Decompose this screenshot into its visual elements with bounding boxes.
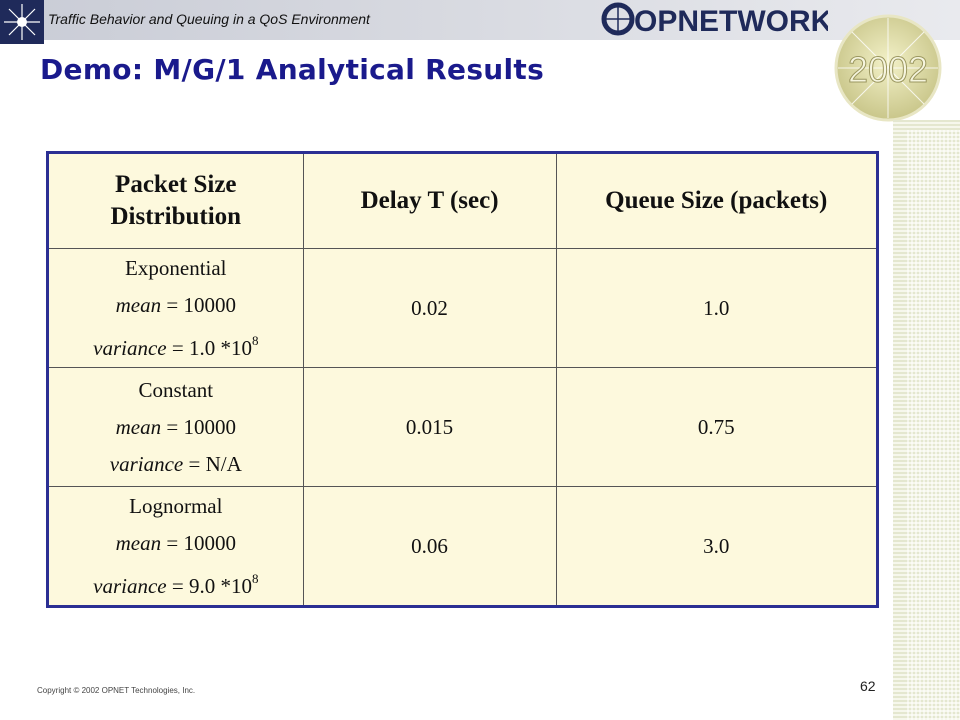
mean-line: mean = 10000 — [49, 287, 303, 324]
results-table: Packet Size Distribution Delay T (sec) Q… — [46, 151, 879, 608]
distribution-name: Constant — [138, 377, 214, 402]
header-packet-size-distribution: Packet Size Distribution — [47, 152, 304, 249]
variance-value: = 9.0 *10 — [171, 573, 252, 598]
variance-exponent: 8 — [251, 570, 259, 586]
opnetwork-logo-text: OPNETWORK — [634, 5, 828, 36]
header-line-2: Distribution — [110, 203, 242, 230]
page-number: 62 — [860, 678, 876, 694]
mean-label: mean — [115, 292, 162, 317]
distribution-cell: Constant mean = 10000 variance = N/A — [47, 367, 304, 487]
variance-exponent: 8 — [251, 332, 259, 348]
mean-value: = 10000 — [166, 530, 236, 555]
variance-line: variance = 1.0 *108 — [49, 324, 303, 367]
distribution-name: Lognormal — [129, 493, 223, 518]
opnetwork-logo: OPNETWORK — [598, 2, 833, 38]
mean-label: mean — [115, 414, 162, 439]
mean-label: mean — [115, 530, 162, 555]
variance-label: variance — [93, 573, 167, 598]
queue-cell: 1.0 — [555, 248, 879, 368]
table-header-row: Packet Size Distribution Delay T (sec) Q… — [47, 152, 879, 249]
header-title: Traffic Behavior and Queuing in a QoS En… — [48, 11, 370, 27]
mean-line: mean = 10000 — [49, 409, 303, 446]
decorative-side-panel-texture — [905, 130, 960, 720]
variance-line: variance = 9.0 *108 — [49, 562, 303, 605]
opnet-star-logo-icon — [0, 0, 44, 44]
table-row: Lognormal mean = 10000 variance = 9.0 *1… — [47, 486, 879, 607]
distribution-cell: Lognormal mean = 10000 variance = 9.0 *1… — [47, 486, 304, 607]
table-row: Constant mean = 10000 variance = N/A 0.0… — [47, 367, 879, 487]
variance-line: variance = N/A — [49, 446, 303, 483]
queue-cell: 3.0 — [555, 486, 879, 607]
distribution-cell: Exponential mean = 10000 variance = 1.0 … — [47, 248, 304, 368]
queue-cell: 0.75 — [555, 367, 879, 487]
opnetwork-2002-badge: 2002 — [830, 10, 950, 130]
table-row: Exponential mean = 10000 variance = 1.0 … — [47, 248, 879, 368]
variance-label: variance — [93, 335, 167, 360]
header-queue-size: Queue Size (packets) — [555, 152, 879, 249]
mean-line: mean = 10000 — [49, 525, 303, 562]
variance-label: variance — [109, 451, 184, 476]
variance-value: = N/A — [188, 451, 242, 476]
variance-value: = 1.0 *10 — [171, 335, 252, 360]
delay-cell: 0.06 — [302, 486, 557, 607]
distribution-name: Exponential — [125, 255, 227, 280]
delay-cell: 0.02 — [302, 248, 557, 368]
copyright-notice: Copyright © 2002 OPNET Technologies, Inc… — [37, 686, 196, 695]
mean-value: = 10000 — [166, 414, 236, 439]
header-line-1: Packet Size — [115, 171, 237, 198]
header-delay: Delay T (sec) — [302, 152, 557, 249]
badge-year: 2002 — [848, 49, 928, 90]
header-band — [0, 0, 960, 40]
delay-cell: 0.015 — [302, 367, 557, 487]
slide-title: Demo: M/G/1 Analytical Results — [40, 53, 545, 86]
mean-value: = 10000 — [166, 292, 236, 317]
